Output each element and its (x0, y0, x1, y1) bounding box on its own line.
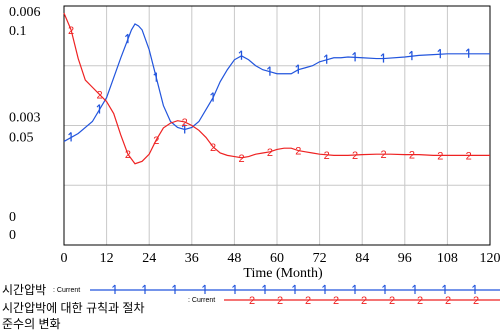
axes: Time (Month) 0 12 24 36 48 60 72 84 96 108 120 0.00… (9, 5, 501, 281)
series-marker-1-flag (295, 64, 299, 68)
legend-marker-2: 2 (305, 295, 311, 307)
series-marker-2: 2 (210, 142, 216, 154)
legend-run-label-1: : Current (53, 287, 80, 294)
series-marker-1-flag (380, 53, 384, 57)
series-lines: 2 2 2 2 2 2 2 2 2 2 2 2 2 2 2 (63, 12, 490, 165)
series-line-1 (63, 23, 490, 142)
plot-border (63, 5, 491, 246)
series-marker-1-flag (153, 72, 157, 76)
legend-marker-1-flag (292, 284, 296, 288)
series-marker-2: 2 (295, 146, 301, 158)
series-marker-2: 2 (409, 150, 415, 162)
series-marker-2: 2 (324, 150, 330, 162)
legend-marker-1-flag (352, 284, 356, 288)
x-axis-title: Time (Month) (243, 266, 323, 281)
legend-marker-2: 2 (389, 295, 395, 307)
series-marker-1-flag (437, 48, 441, 53)
series-marker-1-flag (210, 92, 214, 96)
legend-marker-1-flag (382, 284, 386, 288)
legend-marker-1-flag (112, 284, 116, 288)
legend-run-label-2: : Current (188, 297, 215, 304)
legend-marker-1-flag (142, 284, 146, 288)
series-marker-2: 2 (96, 89, 102, 101)
series-marker-2: 2 (153, 135, 159, 147)
legend-marker-1-flag (172, 284, 176, 288)
x-tick-label: 96 (398, 251, 412, 266)
series-marker-1-flag (465, 48, 470, 52)
series-marker-1-flag (352, 51, 356, 56)
series-marker-2: 2 (466, 150, 472, 162)
x-tick-label: 60 (270, 251, 284, 266)
legend-marker-1-flag (442, 284, 446, 288)
series-marker-1-flag (68, 132, 72, 136)
series-marker-1-flag (181, 124, 186, 128)
y-tick-label-top-axis: 0 (9, 210, 16, 225)
x-tick-label: 120 (480, 251, 501, 266)
y-tick-label-top-axis: 0.006 (9, 5, 41, 20)
legend-marker-2: 2 (445, 295, 451, 307)
x-tick-label: 12 (100, 251, 114, 266)
legend-marker-2: 2 (417, 295, 423, 307)
series-marker-2: 2 (68, 25, 74, 37)
series-marker-1-flag (409, 50, 413, 55)
series-marker-1-flag (238, 50, 242, 54)
x-tick-label: 36 (185, 251, 199, 266)
legend-marker-1-flag (412, 284, 416, 288)
x-tick-label: 84 (355, 251, 369, 266)
series-marker-2: 2 (125, 149, 131, 161)
x-tick-label: 48 (227, 251, 241, 266)
legend-marker-1-flag (472, 284, 476, 288)
x-tick-label: 24 (142, 251, 156, 266)
series-marker-1-flag (96, 104, 100, 108)
legend-marker-1-flag (262, 284, 266, 288)
legend-marker-1-flag (322, 284, 326, 288)
legend-label-series-2: 시간압박에 대한 규칙과 절차 (2, 301, 144, 315)
series-marker-2: 2 (380, 149, 386, 161)
series-marker-2: 2 (352, 150, 358, 162)
series-marker-2: 2 (437, 150, 443, 162)
legend-marker-2: 2 (249, 295, 255, 307)
x-tick-label: 0 (61, 251, 68, 266)
x-tick-label: 108 (437, 251, 458, 266)
y-tick-label-top-axis: 0.003 (9, 111, 41, 126)
series-marker-2: 2 (238, 153, 244, 165)
plot-frame (63, 5, 491, 246)
legend-marker-2: 2 (277, 295, 283, 307)
legend-label-series-2-cont: 준수의 변화 (2, 317, 61, 331)
y-tick-label-bottom-axis: 0.1 (9, 24, 27, 39)
series-marker-1-flag (125, 33, 129, 38)
series-marker-2: 2 (267, 147, 273, 159)
legend-label-series-1: 시간압박 (2, 283, 46, 297)
legend-marker-2: 2 (333, 295, 339, 307)
legend-marker-1-flag (202, 284, 206, 288)
series-marker-1-flag (267, 66, 271, 70)
x-tick-label: 72 (313, 251, 327, 266)
series-marker-2: 2 (182, 117, 188, 129)
series-line-2 (63, 12, 490, 165)
y-tick-label-bottom-axis: 0.05 (9, 131, 34, 146)
legend-marker-1-flag (232, 284, 236, 288)
series-marker-1-flag (323, 54, 328, 58)
legend-marker-2: 2 (361, 295, 367, 307)
y-tick-label-bottom-axis: 0 (9, 228, 16, 243)
legend-marker-2: 2 (473, 295, 479, 307)
